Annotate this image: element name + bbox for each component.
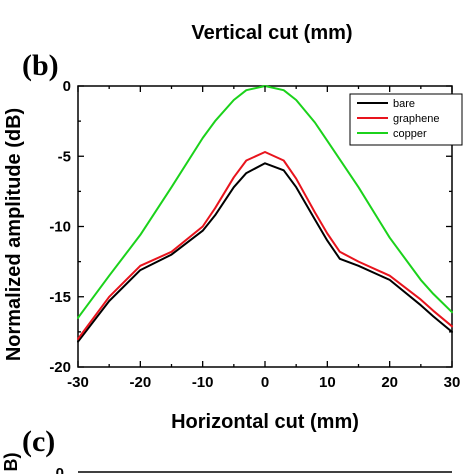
- panel-c-ylabel-fragment: B): [1, 453, 21, 472]
- x-tick-label: 30: [444, 374, 461, 391]
- x-axis-ticks: -30 -20 -10 0 10 20 30: [67, 86, 460, 391]
- y-tick-label: -10: [49, 219, 71, 236]
- series-layer: [77, 85, 453, 343]
- y-tick-label: -15: [49, 289, 71, 306]
- top-panel-xlabel: Vertical cut (mm): [191, 22, 352, 44]
- x-tick-label: -10: [192, 374, 214, 391]
- series-line-copper: [77, 85, 453, 319]
- x-axis-label: Horizontal cut (mm): [171, 411, 359, 433]
- panel-c-first-tick: 0: [56, 465, 64, 474]
- y-axis-label: Normalized amplitude (dB): [3, 108, 25, 361]
- y-tick-label: -5: [58, 148, 71, 165]
- y-tick-label: -20: [49, 359, 71, 376]
- legend: bare graphene copper: [349, 93, 463, 146]
- x-tick-label: -20: [129, 374, 151, 391]
- panel-b-label: (b): [22, 49, 59, 82]
- legend-label-graphene: graphene: [393, 113, 440, 125]
- panel-c-label: (c): [22, 425, 55, 458]
- y-axis-ticks: 0 -5 -10 -15 -20: [49, 78, 452, 376]
- legend-label-bare: bare: [393, 98, 415, 110]
- x-tick-label: 10: [319, 374, 336, 391]
- x-tick-label: 0: [261, 374, 269, 391]
- x-tick-label: -30: [67, 374, 89, 391]
- x-tick-label: 20: [381, 374, 398, 391]
- top-panel-remnant: Vertical cut (mm): [191, 22, 352, 44]
- series-line-graphene: [77, 151, 453, 340]
- chart-panel-b: -30 -20 -10 0 10 20 30 0-5-10-15-20 Horizontal…: [3, 78, 463, 433]
- y-tick-label: 0: [63, 78, 71, 95]
- series-line-bare: [77, 162, 453, 343]
- legend-label-copper: copper: [393, 128, 427, 140]
- panel-c-remnant: B) 0: [1, 453, 452, 474]
